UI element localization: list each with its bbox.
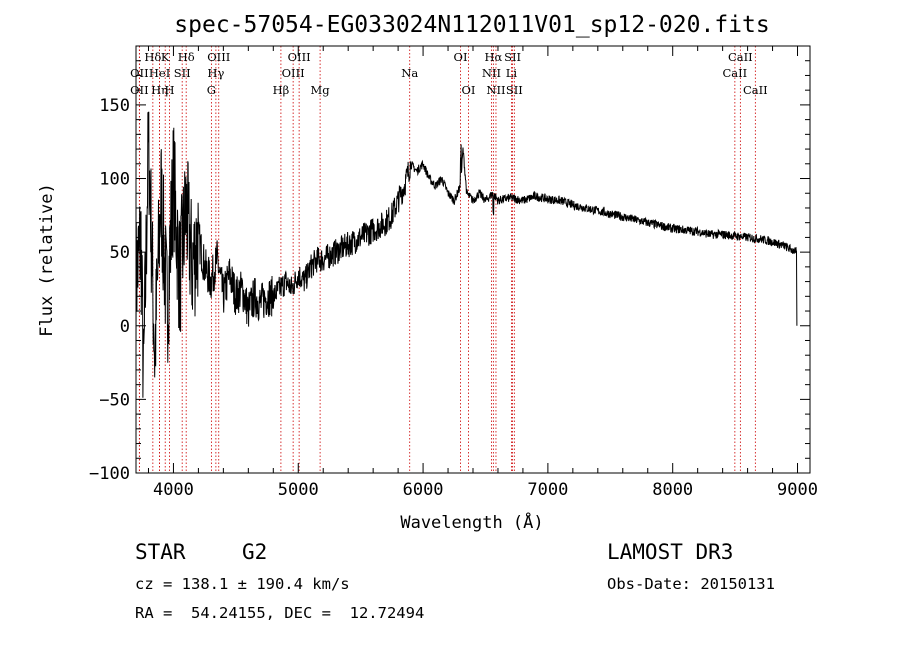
- spectral-line-label: Li: [506, 66, 518, 80]
- x-tick-label: 5000: [278, 480, 319, 500]
- chart-title: spec-57054-EG033024N112011V01_sp12-020.f…: [174, 12, 769, 38]
- spectral-line-label: Hγ: [207, 66, 224, 80]
- spectral-line-label: Hη: [151, 83, 168, 97]
- spectral-line-label: SII: [174, 66, 191, 80]
- spectral-line-label: G: [207, 83, 216, 97]
- x-tick-label: 6000: [403, 480, 444, 500]
- spectral-line-label: OIII: [207, 50, 230, 64]
- spectral-line-label: NII: [486, 83, 505, 97]
- flux-series-line: [135, 111, 798, 398]
- spectral-line-label: OII: [130, 66, 149, 80]
- spectral-line-label: Hα: [484, 50, 502, 64]
- spectral-line-label: OIII: [288, 50, 311, 64]
- spectral-line-markers: [138, 46, 756, 473]
- redshift-cz: cz = 138.1 ± 190.4 km/s: [135, 575, 350, 593]
- spectral-line-label: H: [165, 83, 175, 97]
- spectral-line-label: Mg: [311, 83, 331, 97]
- plot-frame: [135, 45, 811, 474]
- spectral-line-label: OI: [454, 50, 468, 64]
- spectral-line-label: Hδ: [178, 50, 195, 64]
- observation-date: Obs-Date: 20150131: [607, 575, 775, 593]
- spectral-line-label: CaII: [728, 50, 753, 64]
- x-tick-label: 7000: [527, 480, 568, 500]
- object-class: STAR: [135, 540, 186, 564]
- x-axis-ticks: 4000 5000 6000 7000 8000 9000: [147, 46, 818, 500]
- spectral-line-label: OIII: [282, 66, 305, 80]
- coordinates: RA = 54.24155, DEC = 12.72494: [135, 604, 425, 622]
- y-tick-label: 150: [99, 96, 130, 116]
- spectral-line-label: NII: [482, 66, 501, 80]
- spectral-line-label: Hβ: [273, 83, 290, 97]
- x-tick-label: 8000: [652, 480, 693, 500]
- y-axis-ticks: −100 −50 0 50 100 150: [89, 60, 810, 484]
- y-tick-label: −100: [89, 464, 130, 484]
- y-axis-label: Flux (relative): [37, 183, 57, 337]
- spectral-line-label: SII: [506, 83, 523, 97]
- spectral-line-label: K: [161, 50, 170, 64]
- spectral-line-label: CaII: [743, 83, 768, 97]
- spectral-line-label: HeI: [149, 66, 170, 80]
- y-tick-label: −50: [99, 390, 130, 410]
- y-tick-label: 0: [120, 317, 130, 337]
- y-tick-label: 50: [110, 243, 130, 263]
- object-subclass: G2: [242, 540, 268, 564]
- y-tick-label: 100: [99, 170, 130, 190]
- spectral-line-label: Hδ: [144, 50, 161, 64]
- x-tick-label: 4000: [153, 480, 194, 500]
- spectral-line-label: Na: [401, 66, 418, 80]
- x-tick-label: 9000: [777, 480, 818, 500]
- spectral-line-label: OI: [462, 83, 476, 97]
- x-axis-label: Wavelength (Å): [400, 511, 543, 533]
- spectral-line-label: SII: [504, 50, 521, 64]
- spectral-line-label: CaII: [722, 66, 747, 80]
- survey-name: LAMOST DR3: [607, 540, 734, 564]
